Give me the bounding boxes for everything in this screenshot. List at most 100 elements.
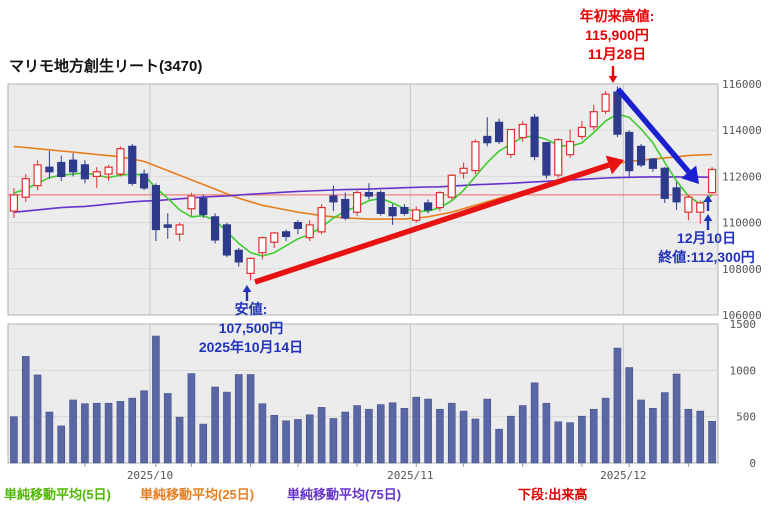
candle-up [435, 191, 445, 209]
candle-down [388, 206, 397, 217]
candle-down [80, 164, 90, 180]
low-label: 安値: [234, 301, 268, 317]
price-axis-label: 106000 [722, 309, 762, 322]
volume-bar [33, 374, 42, 464]
volume-bar [672, 373, 681, 464]
legend: 単純移動平均(5日) 単純移動平均(25日) 単純移動平均(75日) 下段:出来… [0, 484, 773, 502]
candle-down [163, 224, 172, 228]
volume-axis-label: 1000 [730, 364, 757, 377]
candle-down [542, 142, 551, 176]
candle-down [281, 231, 291, 238]
volume-bar [388, 402, 397, 464]
legend-ma75: 単純移動平均(75日) [287, 487, 402, 502]
candle-up [175, 224, 184, 235]
volume-bar [187, 373, 196, 464]
close-price: 終値:112,300円 [658, 249, 755, 265]
price-axis-label: 114000 [722, 124, 762, 137]
candle-down [530, 116, 539, 158]
grid-layer [8, 84, 718, 463]
price-axis-label: 112000 [722, 170, 762, 183]
arrows-layer [242, 66, 713, 301]
volume-bar [566, 422, 574, 464]
volume-bar [495, 428, 503, 464]
legend-ma25: 単純移動平均(25日) [140, 487, 255, 502]
close-pointer-arrow-1-head [703, 195, 713, 202]
close-pointer-arrow-2-head [703, 214, 713, 221]
volume-bar [400, 408, 409, 464]
candle-down [45, 166, 54, 173]
volume-bar [459, 410, 468, 464]
candle-down [210, 216, 220, 241]
candle-down [128, 145, 137, 184]
volume-bar [637, 399, 645, 464]
volume-bar [436, 408, 444, 464]
candle-up [577, 126, 587, 138]
ytd-high-price: 115,900円 [585, 27, 649, 43]
candle-down [660, 167, 669, 199]
candles-layer [9, 86, 717, 281]
volume-axis-label: 0 [749, 457, 756, 470]
volume-bar [128, 397, 137, 464]
ma75-line [13, 176, 713, 213]
volume-bar [163, 393, 172, 464]
volume-bar [376, 404, 385, 464]
volume-bar [199, 423, 208, 464]
candle-up [506, 128, 516, 156]
candle-down [423, 202, 433, 211]
volume-bar [223, 391, 231, 464]
candle-up [21, 178, 30, 198]
candle-down [376, 191, 385, 214]
volume-bar [258, 403, 267, 464]
candle-up [565, 140, 575, 156]
candle-down [199, 197, 208, 216]
candle-up [305, 224, 314, 239]
low-price: 107,500円 [218, 320, 284, 336]
candle-up [246, 257, 255, 275]
candle-up [554, 139, 563, 176]
candle-up [258, 237, 267, 254]
chart-title: マリモ地方創生リート(3470) [9, 58, 203, 75]
volume-bar [341, 411, 350, 464]
price-axis-label: 110000 [722, 217, 762, 230]
candle-down [68, 159, 78, 173]
ytd-high-date: 11月28日 [587, 46, 647, 62]
volume-bar [246, 374, 255, 464]
candle-up [707, 168, 717, 194]
candle-down [648, 158, 658, 169]
volume-bar [57, 425, 66, 464]
uptrend-arrow-head [605, 155, 624, 175]
candle-up [459, 167, 468, 174]
candle-down [672, 187, 681, 203]
volume-bar [365, 408, 373, 464]
volume-bar [234, 374, 243, 464]
candle-up [471, 141, 480, 172]
volume-bar [424, 398, 432, 464]
volume-bar [10, 416, 18, 464]
volume-bar [530, 382, 539, 464]
volume-bar [21, 356, 30, 464]
candle-down [613, 91, 622, 135]
volume-bar [81, 403, 89, 464]
candle-up [187, 195, 196, 210]
volume-bar [294, 419, 302, 464]
volume-bar [625, 367, 634, 464]
candle-down [222, 224, 232, 256]
volume-bar [69, 399, 77, 464]
candle-down [234, 249, 243, 263]
candle-down [364, 191, 374, 197]
x-axis-label: 2025/11 [387, 469, 433, 482]
candle-up [352, 191, 362, 213]
volume-bar [353, 405, 361, 464]
volume-bar [152, 335, 160, 464]
candle-up [696, 202, 705, 213]
x-axis-label: 2025/12 [600, 469, 646, 482]
volume-bar [589, 408, 598, 464]
panel-backgrounds [7, 83, 719, 464]
candle-up [317, 206, 326, 233]
legend-ma5: 単純移動平均(5日) [4, 487, 111, 502]
candle-up [518, 123, 527, 139]
volume-bar [329, 418, 338, 464]
candle-down [400, 206, 409, 214]
candle-down [625, 131, 634, 172]
